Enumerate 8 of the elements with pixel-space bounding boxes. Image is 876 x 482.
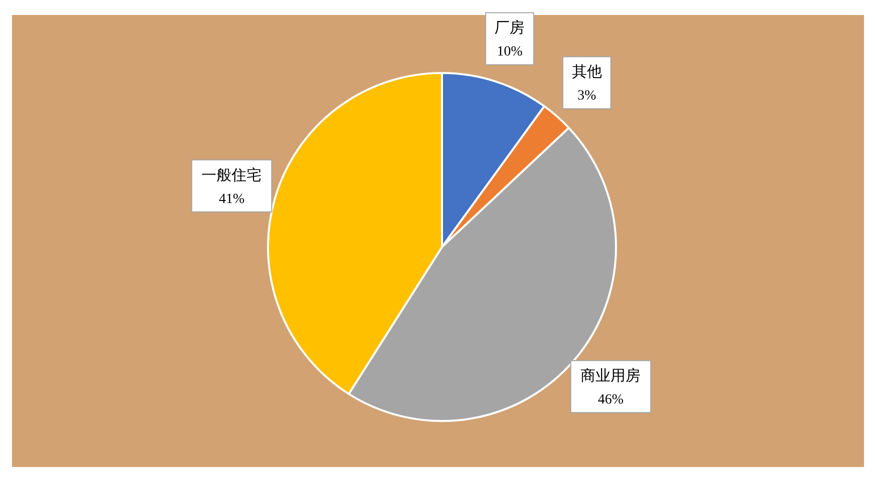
slice-label: 其他 [572, 62, 602, 81]
data-label: 41% [218, 192, 245, 207]
slice-label: 一般住宅 [202, 166, 262, 184]
data-label: 10% [496, 44, 523, 60]
slice-label: 厂房 [494, 18, 525, 37]
slice-label: 商业用房 [580, 366, 641, 385]
data-label: 3% [577, 88, 596, 104]
data-label: 46% [598, 392, 624, 408]
